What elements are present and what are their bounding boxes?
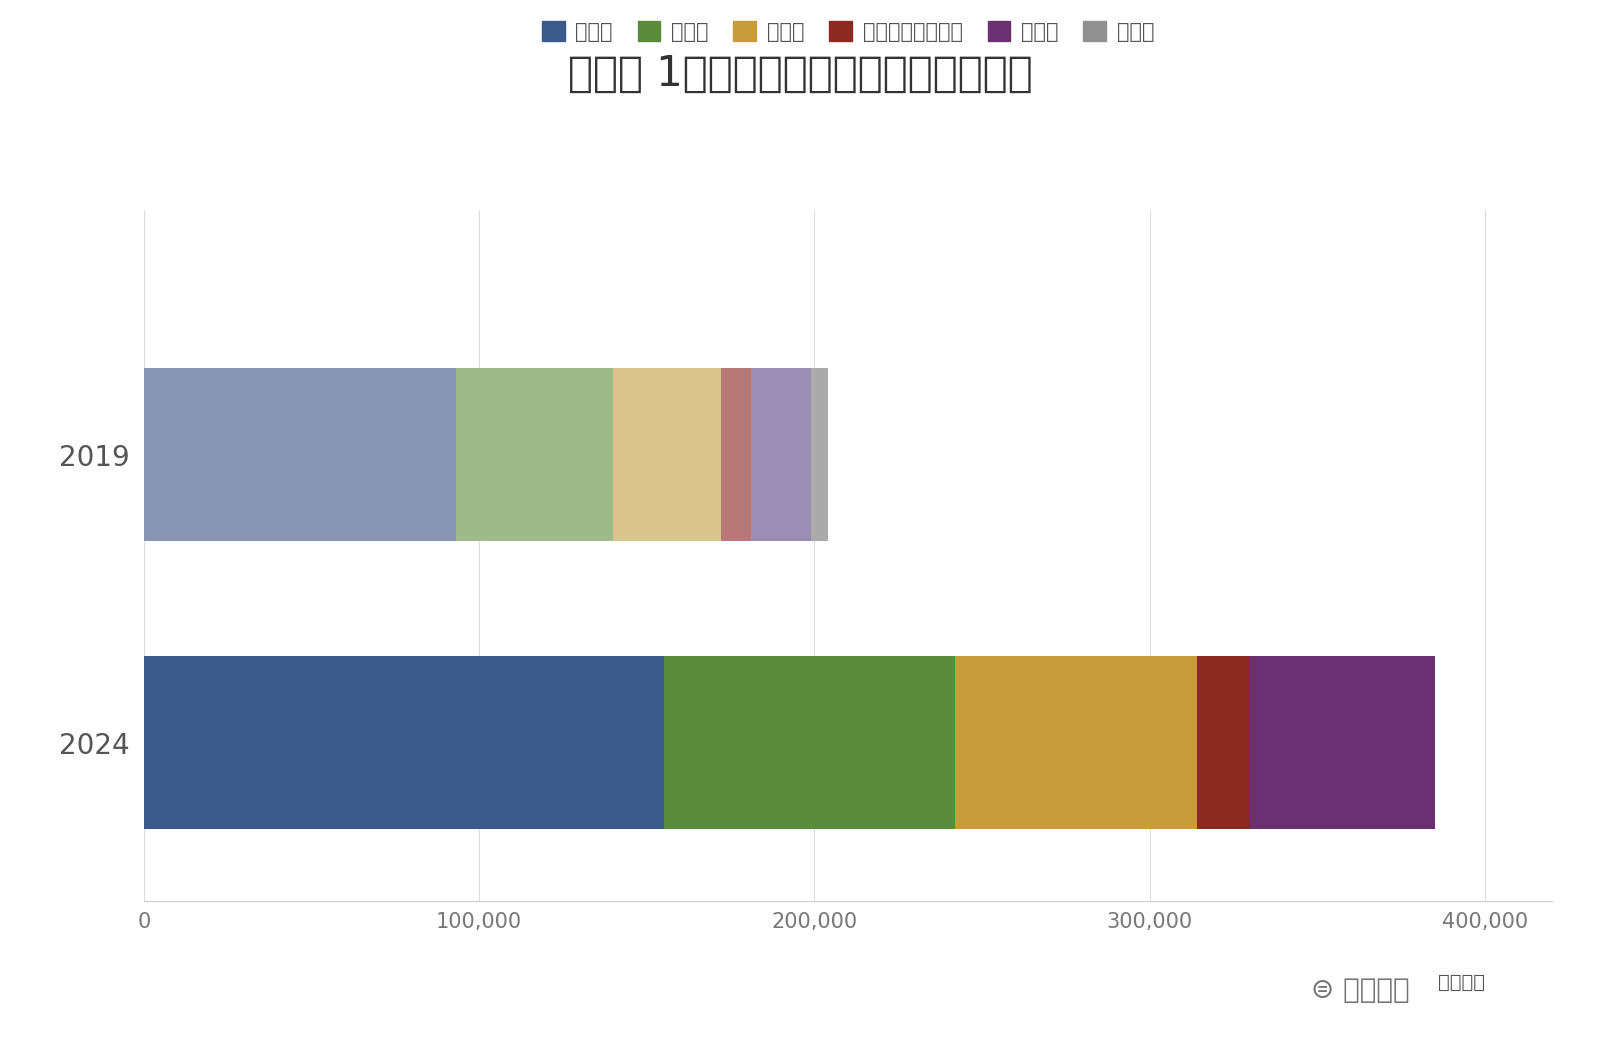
Bar — [750, 368, 811, 541]
Legend: 宿泊費, 飲食費, 交通費, 娯楽等サービス費, 買物代, その他: 宿泊費, 飲食費, 交通費, 娯楽等サービス費, 買物代, その他 — [533, 13, 1163, 50]
Text: （万円）: （万円） — [1438, 974, 1485, 992]
Bar — [1197, 656, 1250, 829]
Bar — [664, 656, 955, 829]
Bar — [1250, 656, 1435, 829]
Bar — [144, 656, 664, 829]
Bar — [955, 656, 1197, 829]
Text: ⊜ 訪日ラボ: ⊜ 訪日ラボ — [1310, 977, 1410, 1004]
Bar — [456, 368, 613, 541]
Bar — [144, 368, 456, 541]
Bar — [613, 368, 720, 541]
Bar — [811, 368, 827, 541]
Text: 費目別 1人あたり訪日イタリア人消費額: 費目別 1人あたり訪日イタリア人消費額 — [568, 52, 1032, 94]
Bar — [720, 368, 750, 541]
